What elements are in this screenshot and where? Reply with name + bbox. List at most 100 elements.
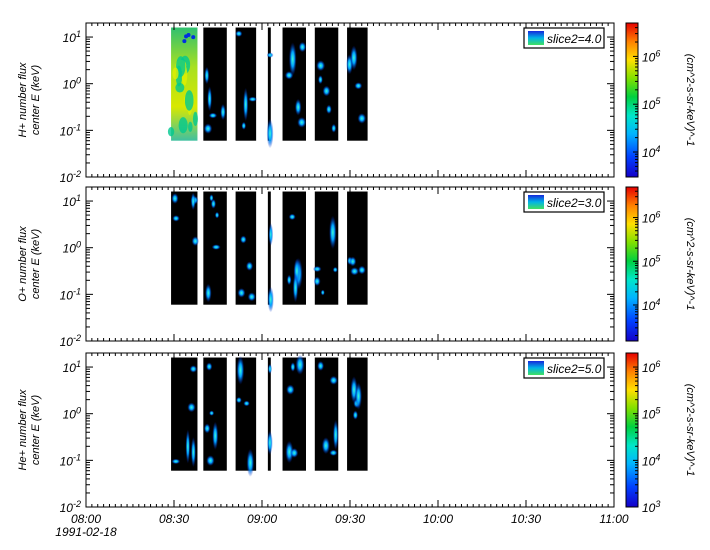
flux-blob [246, 448, 255, 477]
flux-blob [236, 355, 245, 385]
flux-block [314, 27, 339, 141]
flux-blob [171, 458, 181, 465]
flux-blob [290, 362, 296, 372]
y-tick-label: 100 [63, 406, 81, 422]
x-tick-label: 09:30 [335, 512, 365, 526]
flux-blob [317, 360, 325, 371]
flux-block [314, 357, 339, 471]
flux-blob [214, 211, 220, 219]
y-tick-label: 10-1 [60, 122, 81, 138]
flux-blob [357, 113, 367, 124]
flux-blob [209, 410, 215, 416]
flux-block [235, 357, 257, 471]
flux-blob [240, 235, 247, 244]
flux-blob [208, 112, 218, 119]
colorbar-label: (cm^2-s-sr-keV)^-1 [684, 54, 696, 147]
flux-blob [245, 261, 254, 271]
flux-blob [207, 86, 212, 112]
flux-blob [313, 276, 321, 287]
flux-blob [192, 111, 198, 127]
data-interval [266, 27, 274, 149]
flux-blob [184, 34, 189, 39]
colorbar-tick-label: 106 [642, 359, 660, 375]
data-interval [347, 357, 368, 471]
x-tick-label: 08:00 [71, 512, 101, 526]
colorbar: 104 105 106 (cm^2-s-sr-keV)^-1 [625, 22, 696, 178]
y-axis-label: H+ number fluxcenter E (keV) [17, 62, 42, 137]
data-interval [282, 191, 306, 305]
flux-blob [332, 419, 339, 450]
colorbar-label: (cm^2-s-sr-keV)^-1 [684, 218, 696, 311]
flux-block [235, 27, 257, 141]
legend-label: slice2=4.0 [547, 32, 602, 46]
flux-block [171, 191, 198, 305]
flux-blob [243, 400, 250, 407]
flux-blob [189, 365, 198, 373]
y-tick-label: 10-2 [60, 333, 81, 349]
flux-blob [243, 87, 249, 122]
colorbar-tick-label: 104 [642, 452, 660, 468]
legend: slice2=3.0 [523, 191, 605, 213]
colorbar-tick-label: 103 [642, 499, 660, 515]
flux-blob [205, 283, 212, 303]
legend-swatch [528, 195, 544, 209]
colorbar-tick-label: 106 [642, 48, 660, 64]
flux-blob [203, 123, 213, 134]
data-interval [203, 191, 227, 305]
legend: slice2=5.0 [523, 357, 605, 379]
y-tick-label: 10-2 [60, 169, 81, 185]
flux-block [347, 191, 368, 305]
flux-blob [266, 52, 274, 58]
flux-blob [267, 430, 273, 455]
flux-block [267, 27, 271, 141]
flux-blob [237, 288, 246, 298]
x-tick-label: 08:30 [159, 512, 189, 526]
flux-blob [312, 265, 322, 273]
data-interval [267, 357, 273, 471]
x-tick-label: 09:00 [247, 512, 277, 526]
time-axis: 08:00 08:30 09:00 09:30 10:00 10:30 11:00 1991-… [55, 512, 629, 539]
flux-blob [285, 440, 294, 464]
data-interval [171, 357, 198, 471]
data-interval [203, 357, 227, 471]
colorbar-tick-label: 104 [642, 144, 660, 160]
flux-blob [248, 96, 258, 102]
colorbar-tick-label: 104 [642, 297, 660, 313]
legend-swatch [528, 31, 544, 45]
data-interval [282, 354, 306, 471]
colorbar: 104 105 106 (cm^2-s-sr-keV)^-1 [625, 186, 696, 342]
flux-blob [318, 75, 323, 85]
panel-h-plus: 10-2 10-1 100 101 H+ number fluxcenter E (ke… [17, 22, 696, 185]
y-tick-label: 100 [63, 240, 81, 256]
flux-blob [206, 455, 215, 466]
legend-swatch [528, 361, 544, 375]
flux-blob [288, 213, 296, 221]
flux-blob [185, 429, 191, 464]
flux-blob [321, 437, 330, 455]
data-interval [203, 27, 227, 141]
data-interval [235, 191, 257, 305]
flux-blob [220, 103, 226, 121]
flux-blob [266, 118, 274, 149]
flux-blob [284, 71, 294, 80]
y-tick-label: 101 [63, 193, 81, 209]
flux-blob [329, 449, 338, 456]
flux-blob [350, 45, 358, 71]
data-interval [312, 191, 339, 305]
flux-blob [352, 410, 359, 420]
y-tick-label: 100 [63, 76, 81, 92]
flux-blob [350, 267, 359, 276]
flux-blob [167, 127, 175, 137]
data-interval [235, 27, 258, 141]
colorbar-tick-label: 105 [642, 406, 661, 422]
colorbar-bar [625, 352, 639, 508]
flux-blob [204, 66, 210, 85]
data-interval [346, 27, 368, 141]
y-tick-label: 10-1 [60, 286, 81, 302]
colorbar-tick-label: 106 [642, 210, 660, 226]
flux-block [235, 191, 257, 305]
y-axis-label: O+ number fluxcenter E (keV) [17, 226, 42, 302]
flux-blob [206, 362, 213, 371]
flux-blob [329, 375, 338, 385]
